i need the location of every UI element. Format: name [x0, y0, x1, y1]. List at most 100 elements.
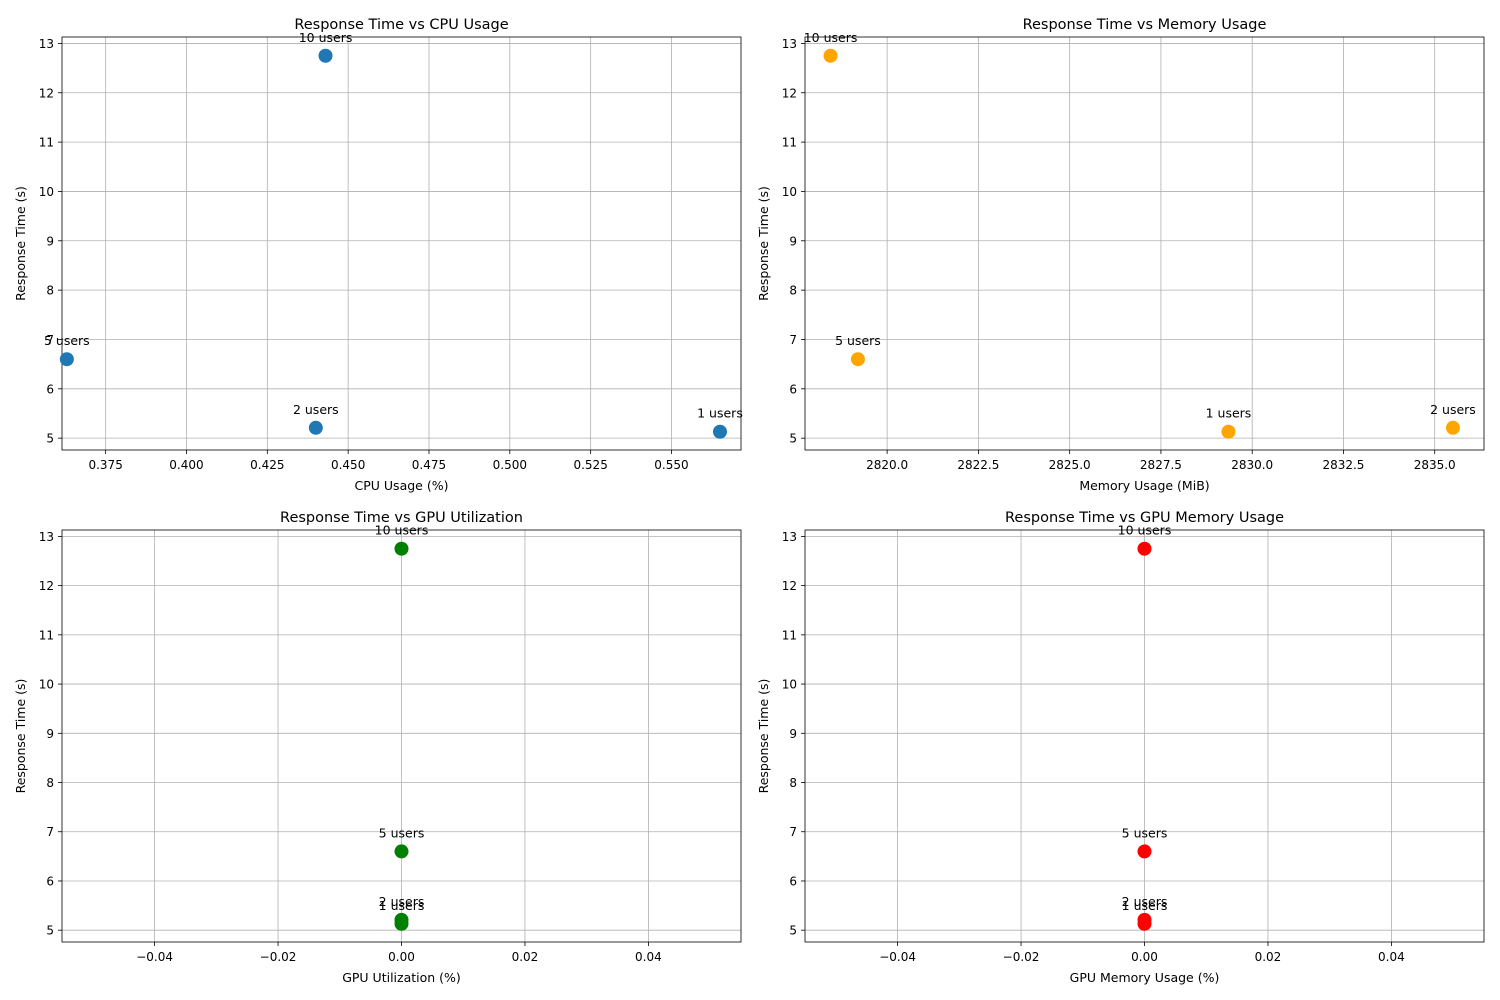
- x-tick-label: 2825.0: [1049, 458, 1091, 472]
- y-tick-label: 5: [789, 924, 797, 938]
- data-point: [308, 420, 323, 435]
- y-tick-label: 9: [789, 234, 797, 248]
- x-tick-label: 0.02: [1255, 950, 1282, 964]
- y-tick-label: 5: [789, 432, 797, 446]
- data-point: [1137, 541, 1152, 556]
- subplot-4: −0.04 −0.02 0.00 0.02 0.04 5 6 7 8 9 10 11 12 13 Respo…: [756, 510, 1485, 985]
- y-tick-label: 10: [782, 185, 797, 199]
- x-tick-label: 2830.0: [1231, 458, 1273, 472]
- x-tick-label: 0.500: [493, 458, 527, 472]
- data-point-label: 2 users: [293, 402, 339, 417]
- y-tick-label: 8: [789, 284, 797, 298]
- x-tick-label: 0.02: [512, 950, 539, 964]
- chart-title: Response Time vs GPU Memory Usage: [1005, 510, 1284, 526]
- x-tick-label: −0.02: [1003, 950, 1040, 964]
- data-point: [1221, 424, 1236, 439]
- data-point: [394, 844, 409, 859]
- x-tick-label: −0.04: [879, 950, 916, 964]
- x-tick-label: 2835.0: [1414, 458, 1456, 472]
- data-point-label: 5 users: [44, 333, 90, 348]
- y-tick-label: 6: [46, 382, 54, 396]
- y-tick-label: 6: [789, 874, 797, 888]
- y-tick-label: 13: [39, 37, 54, 51]
- y-tick-label: 13: [782, 530, 797, 544]
- data-point-label: 5 users: [1122, 825, 1168, 840]
- subplot-1: 0.375 0.400 0.425 0.450 0.475 0.500 0.525 0.550…: [13, 17, 743, 493]
- y-tick-label: 5: [46, 924, 54, 938]
- data-point: [712, 424, 727, 439]
- data-point: [1137, 844, 1152, 859]
- y-tick-label: 11: [39, 628, 54, 642]
- x-tick-label: −0.04: [136, 950, 173, 964]
- data-point: [1137, 912, 1152, 927]
- axes-frame: [804, 529, 1485, 943]
- y-tick-label: 11: [782, 628, 797, 642]
- x-tick-label: 2832.5: [1322, 458, 1364, 472]
- y-tick-label: 11: [782, 136, 797, 150]
- x-tick-label: 0.525: [573, 458, 607, 472]
- x-tick-label: 2827.5: [1140, 458, 1182, 472]
- subplot-2: 2820.0 2822.5 2825.0 2827.5 2830.0 2832.5 2835…: [756, 17, 1485, 493]
- x-tick-label: 0.04: [1378, 950, 1405, 964]
- y-tick-label: 13: [782, 37, 797, 51]
- chart-title: Response Time vs CPU Usage: [294, 17, 508, 33]
- y-tick-label: 8: [789, 776, 797, 790]
- y-axis-label: Response Time (s): [756, 679, 771, 794]
- y-tick-label: 6: [789, 382, 797, 396]
- y-tick-label: 9: [46, 727, 54, 741]
- data-point-label: 2 users: [1430, 402, 1476, 417]
- data-point-label: 5 users: [379, 825, 425, 840]
- x-tick-label: 0.04: [635, 950, 662, 964]
- data-point-label: 10 users: [375, 523, 429, 538]
- y-axis-label: Response Time (s): [13, 679, 28, 794]
- y-tick-label: 13: [39, 530, 54, 544]
- y-tick-label: 9: [46, 234, 54, 248]
- data-point-label: 1 users: [1122, 898, 1168, 913]
- x-tick-label: 0.00: [388, 950, 415, 964]
- chart-title: Response Time vs GPU Utilization: [280, 510, 523, 526]
- y-tick-label: 6: [46, 874, 54, 888]
- subplot-3: −0.04 −0.02 0.00 0.02 0.04 5 6 7 8 9 10 11 12 13 Respo…: [13, 510, 742, 985]
- y-tick-label: 7: [46, 825, 54, 839]
- y-tick-label: 10: [782, 678, 797, 692]
- y-tick-label: 8: [46, 776, 54, 790]
- x-tick-label: −0.02: [260, 950, 297, 964]
- y-tick-label: 7: [789, 825, 797, 839]
- y-tick-label: 5: [46, 432, 54, 446]
- data-point: [823, 48, 838, 63]
- y-tick-label: 7: [789, 333, 797, 347]
- axes-frame: [61, 529, 742, 943]
- data-point-label: 5 users: [835, 333, 881, 348]
- x-tick-label: 0.550: [654, 458, 688, 472]
- data-point: [1445, 420, 1460, 435]
- y-tick-label: 10: [39, 678, 54, 692]
- data-point-label: 1 users: [379, 898, 425, 913]
- data-point-label: 1 users: [1206, 406, 1252, 421]
- data-point-label: 10 users: [299, 30, 353, 45]
- y-tick-label: 12: [39, 579, 54, 593]
- y-tick-label: 12: [782, 579, 797, 593]
- y-tick-label: 7: [46, 333, 54, 347]
- y-axis-label: Response Time (s): [756, 186, 771, 301]
- x-axis-label: CPU Usage (%): [355, 478, 449, 493]
- data-point-label: 2 users: [379, 894, 425, 909]
- chart-title: Response Time vs Memory Usage: [1023, 17, 1267, 33]
- data-point: [850, 352, 865, 367]
- data-point-label: 2 users: [1122, 894, 1168, 909]
- x-axis-label: GPU Memory Usage (%): [1070, 970, 1220, 985]
- data-point: [394, 541, 409, 556]
- x-tick-label: 0.00: [1131, 950, 1158, 964]
- x-axis-label: GPU Utilization (%): [342, 970, 461, 985]
- x-tick-label: 0.375: [88, 458, 122, 472]
- axes-frame: [804, 36, 1485, 451]
- data-point-label: 10 users: [1118, 523, 1172, 538]
- y-tick-label: 8: [46, 284, 54, 298]
- x-tick-label: 2820.0: [866, 458, 908, 472]
- data-point: [59, 352, 74, 367]
- data-point: [394, 912, 409, 927]
- data-point-label: 10 users: [804, 30, 858, 45]
- axes-frame: [61, 36, 742, 451]
- x-tick-label: 0.425: [250, 458, 284, 472]
- data-point: [318, 48, 333, 63]
